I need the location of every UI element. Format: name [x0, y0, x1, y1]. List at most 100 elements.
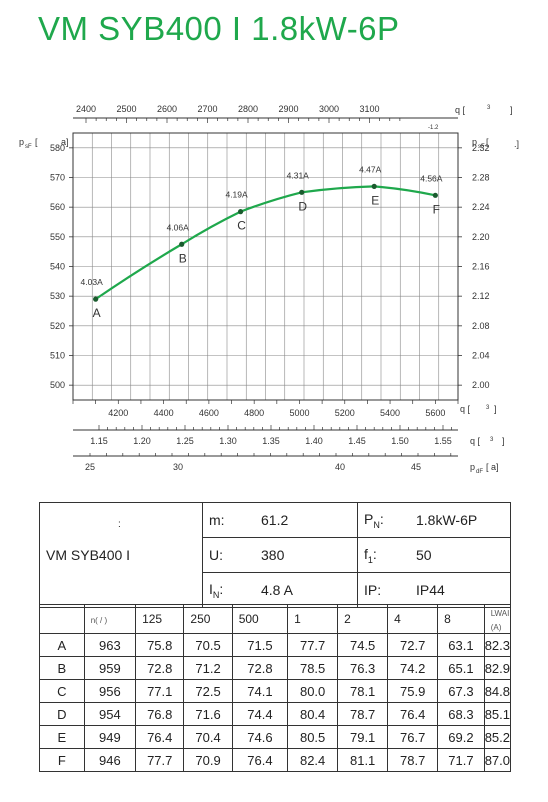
header-empty	[39, 604, 85, 634]
f-label-cell: f1:	[357, 537, 410, 573]
header-frequency: 2	[337, 604, 389, 634]
table-row: A 963 75.8 70.5 71.5 77.7 74.5 72.7 63.1 82.3	[39, 633, 512, 657]
axis4-tick-label: 30	[173, 462, 183, 472]
row-band-level: 77.7	[287, 633, 339, 657]
row-band-level: 65.1	[437, 656, 485, 680]
axis4-label: p	[470, 462, 475, 472]
specs-table: : VM SYB400 I m: 61.2 PN: 1.8kW-6P U: 38…	[39, 502, 511, 608]
y-left-tick-label: 530	[50, 291, 65, 301]
table-row: D 954 76.8 71.6 74.4 80.4 78.7 76.4 68.3 85.1	[39, 702, 512, 726]
row-sound-power: 85.1	[483, 702, 512, 726]
row-point-label: C	[39, 679, 85, 703]
y-right-tick-label: 2.20	[472, 232, 490, 242]
x-axis-label: q [	[460, 404, 471, 414]
current-label-b: 4.06A	[167, 222, 190, 232]
top-axis-unit-frag: 3	[487, 105, 491, 111]
row-band-level: 70.9	[183, 748, 233, 772]
in-colon: :	[219, 580, 224, 597]
row-band-level: 74.2	[387, 656, 439, 680]
ip-value: IP44	[410, 572, 511, 608]
model-cell: : VM SYB400 I	[39, 502, 203, 608]
curve-point-d	[299, 189, 305, 195]
point-label-d: D	[298, 199, 307, 213]
header-lw-unit: (A)	[490, 623, 502, 632]
row-speed: 956	[83, 679, 137, 703]
x-axis-tick-label: 5600	[425, 408, 445, 418]
row-band-level: 74.4	[231, 702, 289, 726]
header-frequency: 125	[135, 604, 185, 634]
x-axis-tick-label: 5400	[380, 408, 400, 418]
u-value: 380	[255, 537, 358, 573]
top-tick-label: 2600	[157, 104, 177, 114]
row-point-label: A	[39, 633, 85, 657]
top-tick-label: 2400	[76, 104, 96, 114]
curve-point-a	[93, 296, 99, 302]
curve-point-e	[371, 183, 377, 189]
row-band-level: 78.5	[287, 656, 339, 680]
row-point-label: D	[39, 702, 85, 726]
y-left-bracket: [	[35, 137, 38, 147]
row-sound-power: 82.3	[483, 633, 512, 657]
row-band-level: 68.3	[437, 702, 485, 726]
in-sub: N	[212, 589, 220, 600]
row-speed: 959	[83, 656, 137, 680]
f-label: f	[364, 545, 368, 562]
y-right-tick-label: 2.08	[472, 321, 490, 331]
row-band-level: 77.1	[135, 679, 185, 703]
top-tick-label: 2900	[278, 104, 298, 114]
row-speed: 949	[83, 725, 137, 749]
curve-point-f	[432, 192, 438, 198]
y-left-tick-label: 540	[50, 262, 65, 272]
performance-chart: 500 510 520 530 540 550 560 570 580 2.00 2.04 2.08 2…	[19, 104, 519, 475]
pn-label: P	[364, 510, 374, 527]
pn-value: 1.8kW-6P	[410, 502, 511, 538]
header-speed-label: n( / )	[90, 616, 108, 625]
point-label-f: F	[433, 202, 440, 216]
y-left-tick-label: 560	[50, 202, 65, 212]
model-name: VM SYB400 I	[46, 547, 131, 563]
row-sound-power: 84.8	[483, 679, 512, 703]
row-speed: 963	[83, 633, 137, 657]
curve-point-b	[179, 241, 185, 247]
row-band-level: 78.7	[337, 702, 389, 726]
y-left-tick-label: 520	[50, 321, 65, 331]
curve-point-c	[237, 209, 244, 215]
axis3-unit-frag: 3	[490, 437, 494, 443]
x-axis-tick-label: 5000	[289, 408, 309, 418]
y-left-label: p	[19, 137, 24, 147]
current-label-f: 4.56A	[420, 173, 443, 183]
row-band-level: 78.1	[337, 679, 389, 703]
header-frequency: 4	[387, 604, 439, 634]
model-mark: :	[118, 519, 121, 530]
x-axis-unit-close: ]	[494, 404, 497, 414]
in-value: 4.8 A	[255, 572, 358, 608]
row-band-level: 76.4	[387, 702, 439, 726]
f-value: 50	[410, 537, 511, 573]
in-label: I	[209, 580, 213, 597]
current-label-a: 4.03A	[81, 277, 104, 287]
top-axis-unit-close: ]	[510, 105, 513, 115]
x-axis-unit-frag: 3	[486, 405, 490, 411]
y-left-sub: sF	[25, 144, 32, 150]
y-right-tick-label: 2.24	[472, 202, 490, 212]
row-band-level: 74.6	[231, 725, 289, 749]
axis3-tick-label: 1.40	[305, 436, 323, 446]
y-right-tick-label: 2.12	[472, 291, 490, 301]
row-band-level: 76.4	[135, 725, 185, 749]
y-right-tick-label: 2.28	[472, 173, 490, 183]
in-label-cell: IN:	[202, 572, 255, 608]
row-band-level: 74.1	[231, 679, 289, 703]
y-left-tick-label: 550	[50, 232, 65, 242]
table-row: B 959 72.8 71.2 72.8 78.5 76.3 74.2 65.1 82.9	[39, 656, 512, 680]
row-band-level: 72.7	[387, 633, 439, 657]
y-right-label: p	[472, 137, 477, 147]
table-row: C 956 77.1 72.5 74.1 80.0 78.1 75.9 67.3 84.8	[39, 679, 512, 703]
header-lw-label: L	[490, 609, 495, 618]
row-band-level: 80.0	[287, 679, 339, 703]
pn-label-cell: PN:	[357, 502, 410, 538]
row-point-label: F	[39, 748, 85, 772]
m-label: m:	[202, 502, 255, 538]
table-row: E 949 76.4 70.4 74.6 80.5 79.1 76.7 69.2 85.2	[39, 725, 512, 749]
row-band-level: 75.9	[387, 679, 439, 703]
row-band-level: 72.8	[231, 656, 289, 680]
